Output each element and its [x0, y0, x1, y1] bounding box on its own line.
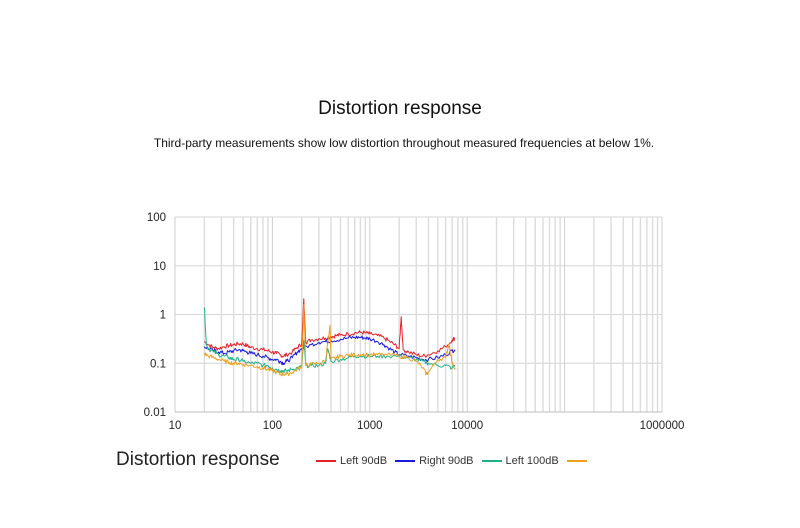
x-tick-label: 100: [263, 420, 282, 432]
series-line-1: [204, 298, 456, 358]
y-tick-label: 100: [147, 212, 166, 224]
x-tick-label: 10: [169, 420, 182, 432]
legend-label: Left 90dB: [340, 455, 388, 467]
legend-swatch: [395, 460, 416, 462]
axes: 0.01 0.1 1 10 100 10 100 1000 10000 1000000: [144, 212, 685, 432]
legend-label: Right 90dB: [419, 455, 474, 467]
legend-swatch: [316, 460, 336, 462]
legend-item: Right 90dB: [395, 455, 474, 467]
x-tick-label: 10000: [451, 420, 483, 432]
legend-label: Left 100dB: [505, 455, 559, 467]
series-line-3: [203, 307, 456, 374]
y-tick-label: 0.1: [150, 358, 166, 370]
series-lines: [203, 298, 456, 377]
x-tick-label: 1000000: [640, 420, 685, 432]
y-tick-label: 1: [160, 310, 166, 322]
x-tick-label: 1000: [357, 420, 383, 432]
series-line-2: [203, 335, 456, 366]
legend-item: Left 90dB: [316, 455, 387, 467]
page-title: Distortion response: [318, 98, 482, 119]
legend-item: Left 100dB: [481, 455, 559, 467]
series-line-4: [203, 304, 456, 377]
y-tick-label: 10: [153, 261, 166, 273]
grid: [174, 216, 663, 413]
y-tick-label: 0.01: [144, 407, 166, 419]
legend: Left 90dB Right 90dB Left 100dB: [316, 455, 599, 467]
legend-swatch: [566, 460, 587, 462]
legend-title: Distortion response: [116, 449, 280, 470]
legend-item: [566, 460, 591, 462]
page-subtitle: Third-party measurements show low distor…: [153, 136, 655, 150]
legend-swatch: [481, 460, 502, 462]
